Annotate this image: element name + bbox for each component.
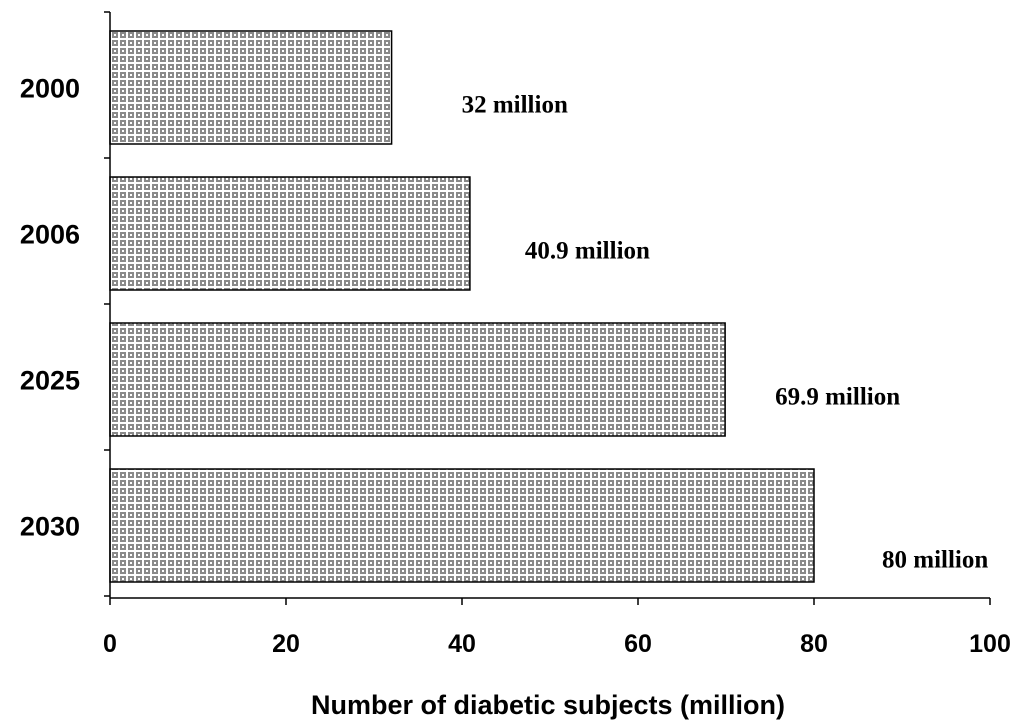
x-axis-title: Number of diabetic subjects (million) bbox=[311, 690, 785, 720]
x-tick-label-60: 60 bbox=[624, 630, 652, 658]
x-tick-label-0: 0 bbox=[103, 630, 117, 658]
data-label-2006: 40.9 million bbox=[525, 238, 650, 265]
data-label-2030: 80 million bbox=[882, 547, 988, 574]
x-tick-label-100: 100 bbox=[969, 630, 1011, 658]
category-label-2000: 2000 bbox=[20, 74, 80, 104]
bars-layer bbox=[109, 30, 815, 583]
bar-2030 bbox=[109, 468, 815, 583]
axes-layer bbox=[104, 11, 991, 605]
bar-2006 bbox=[109, 176, 471, 291]
x-tick-label-20: 20 bbox=[272, 630, 300, 658]
category-label-2025: 2025 bbox=[20, 366, 80, 396]
category-label-2006: 2006 bbox=[20, 220, 80, 250]
category-label-2030: 2030 bbox=[20, 512, 80, 542]
data-label-2000: 32 million bbox=[462, 92, 568, 119]
data-label-2025: 69.9 million bbox=[775, 384, 900, 411]
x-tick-label-40: 40 bbox=[448, 630, 476, 658]
x-tick-label-80: 80 bbox=[800, 630, 828, 658]
bar-2000 bbox=[109, 30, 393, 145]
bar-2025 bbox=[109, 322, 726, 437]
labels-layer: 2000 32 million 2006 40.9 million 2025 69.9 m… bbox=[20, 74, 1011, 659]
